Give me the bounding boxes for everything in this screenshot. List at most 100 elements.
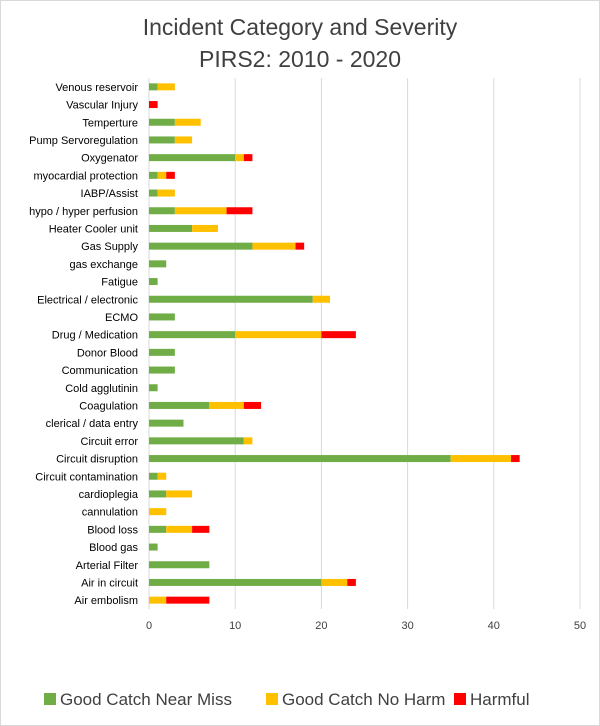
- x-axis-ticks: 0 10 20 30 40 50: [146, 620, 586, 632]
- bar-segment-no-harm: [252, 242, 296, 250]
- bar-segment-no-harm: [149, 596, 167, 604]
- category-label: Coagulation: [79, 400, 138, 412]
- category-label: Circuit disruption: [56, 454, 138, 466]
- bar-segment-no-harm: [157, 83, 175, 91]
- bar-segment-harmful: [243, 154, 253, 162]
- bar-segment-no-harm: [312, 295, 331, 303]
- category-label: Donor Blood: [77, 347, 138, 359]
- category-label: Fatigue: [101, 277, 138, 289]
- category-label: clerical / data entry: [46, 418, 139, 430]
- bar-segment-near-miss: [149, 118, 175, 126]
- category-label: Cold agglutinin: [65, 383, 138, 395]
- bar-segment-near-miss: [149, 419, 184, 427]
- bar-segment-no-harm: [157, 171, 167, 179]
- bar-segment-near-miss: [149, 171, 158, 179]
- bar-segment-near-miss: [149, 455, 451, 463]
- bar-segment-no-harm: [157, 472, 167, 480]
- bar-segment-no-harm: [149, 508, 167, 516]
- category-label: Drug / Medication: [52, 330, 138, 342]
- bar-segment-near-miss: [149, 154, 236, 162]
- bar-segment-no-harm: [166, 525, 193, 533]
- bar-segment-near-miss: [149, 366, 175, 374]
- bar-segment-near-miss: [149, 207, 175, 215]
- gridlines: [148, 78, 581, 609]
- chart-subtitle: PIRS2: 2010 - 2020: [199, 46, 401, 72]
- bar-segment-near-miss: [149, 242, 253, 250]
- bar-segment-harmful: [226, 207, 253, 215]
- bar-segment-no-harm: [157, 189, 175, 197]
- category-label: ECMO: [105, 312, 138, 324]
- category-label: Blood gas: [89, 542, 138, 554]
- category-label: cardioplegia: [79, 489, 139, 501]
- legend-near-miss-label: Good Catch Near Miss: [60, 690, 232, 709]
- category-label: Heater Cooler unit: [49, 223, 138, 235]
- category-label: gas exchange: [70, 259, 139, 271]
- bar-segment-near-miss: [149, 331, 236, 339]
- bar-segment-harmful: [166, 171, 175, 179]
- legend-harmful-label: Harmful: [470, 690, 530, 709]
- bar-segment-harmful: [166, 596, 210, 604]
- category-label: myocardial protection: [33, 170, 138, 182]
- category-label: Arterial Filter: [76, 560, 139, 572]
- bar-segment-near-miss: [149, 525, 167, 533]
- bar-segment-near-miss: [149, 490, 167, 498]
- category-label: Venous reservoir: [55, 82, 138, 94]
- category-label: IABP/Assist: [81, 188, 138, 200]
- bar-segment-harmful: [321, 331, 356, 339]
- bar-segment-no-harm: [166, 490, 193, 498]
- x-tick-label: 50: [574, 620, 586, 632]
- bar-segment-no-harm: [243, 437, 253, 445]
- x-tick-label: 0: [146, 620, 152, 632]
- category-label: Circuit error: [81, 436, 139, 448]
- bar-segment-near-miss: [149, 437, 244, 445]
- legend-no-harm-swatch: [266, 693, 278, 705]
- bar-segment-harmful: [243, 401, 262, 409]
- bar-segment-near-miss: [149, 189, 158, 197]
- category-label: cannulation: [82, 507, 138, 519]
- bar-segment-harmful: [192, 525, 210, 533]
- category-label: Temperture: [82, 117, 138, 129]
- category-label: Blood loss: [87, 524, 138, 536]
- category-label: Air embolism: [74, 595, 138, 607]
- category-label: Communication: [62, 365, 138, 377]
- bar-segment-near-miss: [149, 224, 193, 232]
- category-label: Vascular Injury: [66, 100, 138, 112]
- bar-segment-harmful: [347, 578, 356, 586]
- bars: [149, 83, 520, 604]
- x-tick-label: 10: [229, 620, 241, 632]
- bar-segment-no-harm: [235, 331, 322, 339]
- bar-segment-no-harm: [321, 578, 348, 586]
- bar-segment-near-miss: [149, 472, 158, 480]
- legend: Good Catch Near Miss Good Catch No Harm Ha…: [44, 690, 530, 709]
- legend-harmful-swatch: [454, 693, 466, 705]
- bar-segment-near-miss: [149, 543, 158, 551]
- bar-segment-no-harm: [174, 207, 227, 215]
- bar-segment-near-miss: [149, 83, 158, 91]
- bar-segment-near-miss: [149, 278, 158, 286]
- legend-no-harm-label: Good Catch No Harm: [282, 690, 445, 709]
- chart-title: Incident Category and Severity: [143, 14, 458, 40]
- bar-segment-harmful: [295, 242, 305, 250]
- bar-segment-near-miss: [149, 313, 175, 321]
- bar-segment-near-miss: [149, 578, 322, 586]
- bar-segment-harmful: [511, 455, 520, 463]
- bar-segment-near-miss: [149, 136, 175, 144]
- bar-segment-no-harm: [174, 136, 193, 144]
- category-labels: Venous reservoir Vascular Injury Tempertur…: [29, 82, 139, 607]
- x-tick-label: 20: [315, 620, 327, 632]
- bar-segment-no-harm: [450, 455, 512, 463]
- bar-segment-no-harm: [174, 118, 201, 126]
- bar-segment-near-miss: [149, 348, 175, 356]
- category-label: Gas Supply: [81, 241, 138, 253]
- category-label: Air in circuit: [81, 577, 138, 589]
- bar-segment-no-harm: [235, 154, 244, 162]
- x-tick-label: 30: [401, 620, 413, 632]
- legend-near-miss-swatch: [44, 693, 56, 705]
- bar-segment-near-miss: [149, 260, 167, 268]
- category-label: Electrical / electronic: [37, 294, 138, 306]
- category-label: Oxygenator: [81, 153, 138, 165]
- bar-segment-near-miss: [149, 384, 158, 392]
- bar-segment-near-miss: [149, 295, 313, 303]
